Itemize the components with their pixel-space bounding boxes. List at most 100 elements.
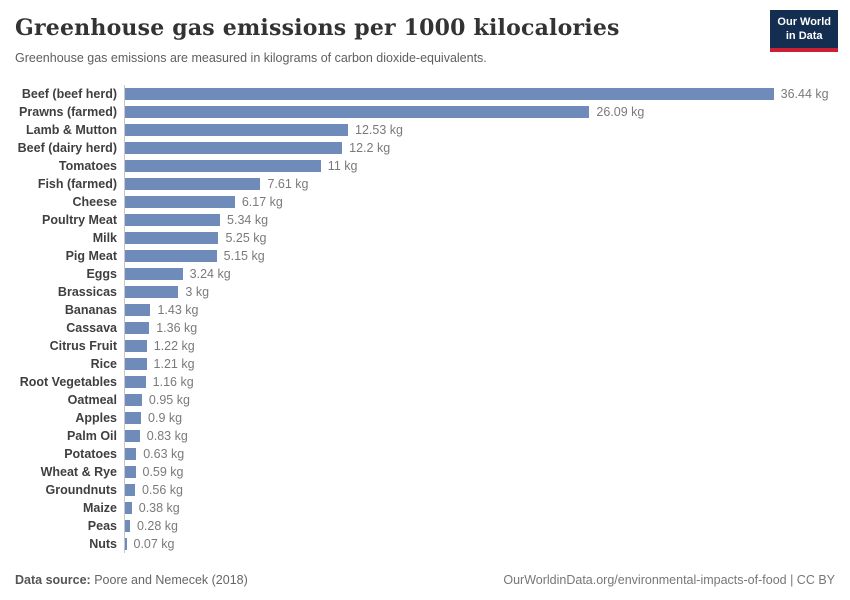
bar-track: 5.15 kg (124, 246, 835, 265)
bar-track: 6.17 kg (124, 192, 835, 211)
value-label: 12.2 kg (349, 140, 391, 155)
bar[interactable] (125, 429, 140, 442)
category-label[interactable]: Beef (dairy herd) (17, 140, 117, 155)
category-label[interactable]: Lamb & Mutton (26, 122, 117, 137)
category-label[interactable]: Pig Meat (65, 248, 117, 263)
value-label: 0.38 kg (138, 500, 180, 515)
data-source: Data source: Poore and Nemecek (2018) (15, 573, 248, 587)
category-label[interactable]: Eggs (86, 266, 117, 281)
bar[interactable] (125, 537, 127, 550)
bar[interactable] (125, 339, 147, 352)
value-label: 26.09 kg (596, 104, 645, 119)
category-label[interactable]: Fish (farmed) (37, 176, 117, 191)
bar[interactable] (125, 375, 146, 388)
category-label[interactable]: Brassicas (57, 284, 117, 299)
category-label[interactable]: Nuts (89, 536, 117, 551)
bar-track: 12.2 kg (124, 138, 835, 157)
category-label[interactable]: Groundnuts (45, 482, 117, 497)
category-label[interactable]: Wheat & Rye (40, 464, 117, 479)
bar[interactable] (125, 519, 130, 532)
bar[interactable] (125, 321, 150, 334)
bar[interactable] (125, 249, 217, 262)
category-label[interactable]: Potatoes (64, 446, 117, 461)
category-label[interactable]: Oatmeal (67, 392, 117, 407)
value-label: 0.95 kg (148, 392, 190, 407)
category-label[interactable]: Rice (90, 356, 117, 371)
page-title: Greenhouse gas emissions per 1000 kiloca… (15, 15, 620, 41)
bar[interactable] (125, 393, 142, 406)
bar-track: 36.44 kg (124, 84, 835, 103)
category-label[interactable]: Cheese (72, 194, 117, 209)
bar[interactable] (125, 483, 135, 496)
bar-row: Groundnuts 0.56 kg (15, 480, 835, 499)
bar[interactable] (125, 357, 147, 370)
bar[interactable] (125, 177, 261, 190)
bar[interactable] (125, 141, 343, 154)
bar-track: 3.24 kg (124, 264, 835, 283)
category-label[interactable]: Beef (beef herd) (21, 86, 117, 101)
value-label: 0.07 kg (133, 536, 175, 551)
bar-row: Oatmeal 0.95 kg (15, 390, 835, 409)
bar[interactable] (125, 87, 774, 100)
value-label: 7.61 kg (267, 176, 309, 191)
bar-row: Maize 0.38 kg (15, 498, 835, 517)
bar-row: Potatoes 0.63 kg (15, 444, 835, 463)
data-source-label: Data source: (15, 573, 91, 587)
bar-row: Milk 5.25 kg (15, 228, 835, 247)
category-label[interactable]: Maize (82, 500, 117, 515)
bar-chart: Beef (beef herd) 36.44 kg Prawns (farmed) 2… (15, 84, 835, 553)
bar-track: 1.36 kg (124, 318, 835, 337)
bar-row: Rice 1.21 kg (15, 354, 835, 373)
bar-row: Citrus Fruit 1.22 kg (15, 336, 835, 355)
bar[interactable] (125, 465, 136, 478)
value-label: 0.59 kg (142, 464, 184, 479)
bar-row: Wheat & Rye 0.59 kg (15, 462, 835, 481)
bar[interactable] (125, 267, 183, 280)
category-label[interactable]: Bananas (64, 302, 117, 317)
bar-row: Lamb & Mutton 12.53 kg (15, 120, 835, 139)
bar-row: Brassicas 3 kg (15, 282, 835, 301)
value-label: 1.21 kg (153, 356, 195, 371)
bar[interactable] (125, 447, 137, 460)
category-label[interactable]: Cassava (66, 320, 117, 335)
bar-track: 1.16 kg (124, 372, 835, 391)
bar[interactable] (125, 303, 151, 316)
category-label[interactable]: Tomatoes (58, 158, 117, 173)
bar[interactable] (125, 501, 132, 514)
category-label[interactable]: Milk (92, 230, 117, 245)
bar[interactable] (125, 213, 221, 226)
bar[interactable] (125, 123, 349, 136)
bar[interactable] (125, 195, 235, 208)
category-label[interactable]: Citrus Fruit (49, 338, 117, 353)
bar-track: 3 kg (124, 282, 835, 301)
value-label: 11 kg (327, 158, 358, 173)
bar-row: Nuts 0.07 kg (15, 534, 835, 553)
data-source-value: Poore and Nemecek (2018) (90, 573, 248, 587)
footer-link[interactable]: OurWorldinData.org/environmental-impacts… (503, 573, 835, 587)
category-label[interactable]: Poultry Meat (41, 212, 117, 227)
value-label: 3.24 kg (189, 266, 231, 281)
category-label[interactable]: Apples (75, 410, 117, 425)
category-label[interactable]: Prawns (farmed) (19, 104, 117, 119)
bar-track: 0.9 kg (124, 408, 835, 427)
bar[interactable] (125, 231, 219, 244)
value-label: 0.56 kg (141, 482, 183, 497)
value-label: 5.15 kg (223, 248, 265, 263)
category-label[interactable]: Peas (87, 518, 117, 533)
bar-track: 0.28 kg (124, 516, 835, 535)
owid-logo[interactable]: Our World in Data (770, 10, 838, 52)
category-label[interactable]: Root Vegetables (19, 374, 117, 389)
value-label: 0.9 kg (148, 410, 183, 425)
bar-track: 5.34 kg (124, 210, 835, 229)
category-label[interactable]: Palm Oil (66, 428, 117, 443)
bar-row: Pig Meat 5.15 kg (15, 246, 835, 265)
bar[interactable] (125, 285, 179, 298)
bar[interactable] (125, 411, 142, 424)
bar-row: Beef (beef herd) 36.44 kg (15, 84, 835, 103)
bar[interactable] (125, 105, 590, 118)
bar[interactable] (125, 159, 321, 172)
value-label: 0.83 kg (146, 428, 188, 443)
bar-row: Apples 0.9 kg (15, 408, 835, 427)
value-label: 6.17 kg (241, 194, 283, 209)
